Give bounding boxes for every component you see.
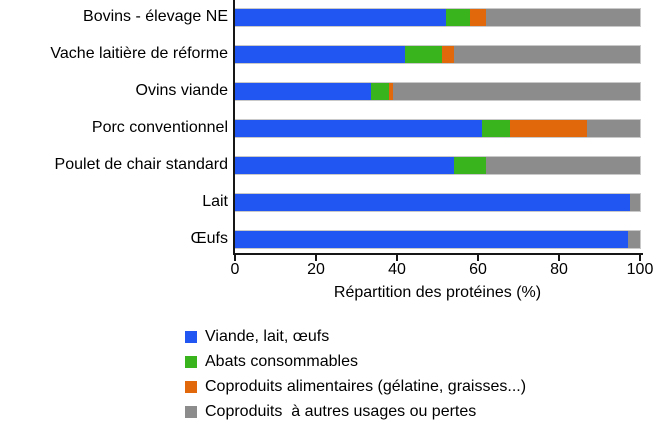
bar-row bbox=[234, 8, 641, 27]
bar-segment bbox=[486, 9, 640, 26]
legend-swatch bbox=[185, 355, 197, 368]
category-label: Bovins - élevage NE bbox=[83, 8, 228, 25]
x-tick bbox=[315, 255, 317, 261]
x-axis-line bbox=[233, 253, 643, 255]
legend-swatch bbox=[185, 380, 197, 393]
bar-segment bbox=[235, 46, 406, 63]
x-tick bbox=[234, 255, 236, 261]
bar-row bbox=[234, 230, 641, 249]
legend-label: Coproduits alimentaires (gélatine, grais… bbox=[205, 377, 527, 395]
bar-segment bbox=[392, 83, 640, 100]
bar-row bbox=[234, 193, 641, 212]
legend-label: Viande, lait, œufs bbox=[205, 327, 330, 345]
x-tick bbox=[558, 255, 560, 261]
bar-segment bbox=[482, 120, 511, 137]
x-tick-label: 0 bbox=[230, 261, 240, 278]
bar-segment bbox=[453, 157, 487, 174]
legend-item: Coproduits alimentaires (gélatine, grais… bbox=[185, 374, 526, 399]
legend-swatch bbox=[185, 330, 197, 343]
x-tick-label: 80 bbox=[550, 261, 568, 278]
legend-swatch bbox=[185, 405, 197, 418]
bar-segment bbox=[235, 157, 454, 174]
legend-label: Coproduits à autres usages ou pertes bbox=[205, 402, 477, 420]
bar-segment bbox=[445, 9, 470, 26]
bar-segment bbox=[235, 9, 446, 26]
bar-segment bbox=[235, 120, 483, 137]
bar-segment bbox=[370, 83, 389, 100]
x-tick bbox=[639, 255, 641, 261]
bar-segment bbox=[388, 83, 393, 100]
x-tick bbox=[396, 255, 398, 261]
bar-row bbox=[234, 156, 641, 175]
legend-item: Viande, lait, œufs bbox=[185, 324, 526, 349]
category-label: Poulet de chair standard bbox=[54, 156, 228, 173]
bar-row bbox=[234, 45, 641, 64]
category-label: Œufs bbox=[190, 230, 228, 247]
y-axis-line bbox=[233, 0, 235, 255]
x-tick bbox=[477, 255, 479, 261]
x-tick-label: 60 bbox=[469, 261, 487, 278]
bar-segment bbox=[453, 46, 640, 63]
category-label: Lait bbox=[202, 193, 228, 210]
x-tick-label: 20 bbox=[307, 261, 325, 278]
legend-item: Coproduits à autres usages ou pertes bbox=[185, 399, 526, 424]
bar-segment bbox=[629, 194, 640, 211]
category-label: Porc conventionnel bbox=[91, 119, 228, 136]
bar-segment bbox=[235, 231, 628, 248]
bar-segment bbox=[510, 120, 588, 137]
category-label: Ovins viande bbox=[135, 82, 229, 99]
x-tick-label: 100 bbox=[626, 261, 654, 278]
x-tick-label: 40 bbox=[388, 261, 406, 278]
bar-segment bbox=[405, 46, 442, 63]
bar-segment bbox=[235, 83, 371, 100]
bar-segment bbox=[235, 194, 630, 211]
x-axis-title: Répartition des protéines (%) bbox=[333, 284, 542, 301]
legend: Viande, lait, œufs Abats consommables Copr… bbox=[185, 324, 526, 424]
bar-row bbox=[234, 82, 641, 101]
bar-segment bbox=[469, 9, 487, 26]
bar-segment bbox=[627, 231, 640, 248]
bar-segment bbox=[587, 120, 640, 137]
bar-segment bbox=[486, 157, 640, 174]
category-label: Vache laitière de réforme bbox=[50, 45, 228, 62]
bar-row bbox=[234, 119, 641, 138]
legend-label: Abats consommables bbox=[205, 352, 358, 370]
bar-segment bbox=[441, 46, 454, 63]
legend-item: Abats consommables bbox=[185, 349, 526, 374]
